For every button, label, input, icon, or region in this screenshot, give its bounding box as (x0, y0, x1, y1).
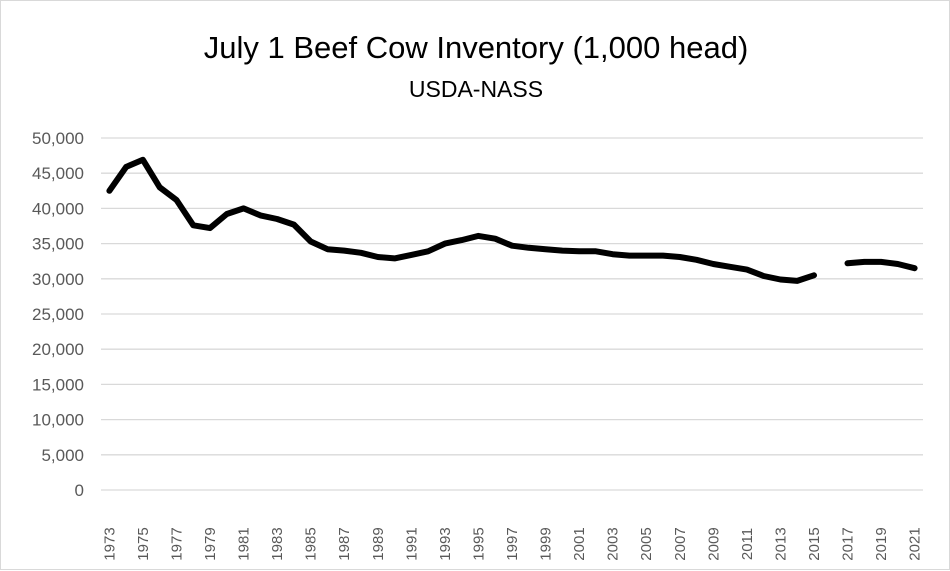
x-tick-label: 1999 (538, 527, 555, 560)
y-tick-label: 5,000 (41, 446, 84, 465)
y-tick-label: 15,000 (32, 375, 84, 394)
x-tick-label: 2007 (672, 527, 689, 560)
x-tick-label: 1973 (101, 527, 118, 560)
x-tick-label: 1977 (168, 527, 185, 560)
x-tick-label: 2017 (840, 527, 857, 560)
x-tick-label: 2011 (739, 528, 756, 560)
y-tick-label: 30,000 (32, 270, 84, 289)
y-tick-label: 50,000 (32, 129, 84, 148)
x-tick-label: 1993 (437, 527, 454, 560)
x-tick-label: 1975 (135, 527, 152, 560)
x-axis-tick-labels: 1973 1975 1977 1979 1981 1983 1985 1987 1989 1991… (101, 527, 923, 560)
gridlines (101, 138, 923, 490)
y-tick-label: 45,000 (32, 164, 84, 183)
chart-subtitle: USDA-NASS (409, 76, 543, 102)
x-tick-label: 1991 (403, 527, 420, 560)
y-tick-label: 0 (75, 481, 84, 500)
y-tick-label: 35,000 (32, 235, 84, 254)
x-tick-label: 2015 (806, 527, 823, 560)
x-tick-label: 2005 (638, 527, 655, 560)
y-tick-label: 25,000 (32, 305, 84, 324)
y-tick-label: 20,000 (32, 340, 84, 359)
series-line-segment (109, 160, 814, 281)
x-tick-label: 1989 (370, 527, 387, 560)
y-axis-tick-labels: 0 5,000 10,000 15,000 20,000 25,000 30,000 35,0… (32, 129, 84, 500)
y-tick-label: 40,000 (32, 199, 84, 218)
x-tick-label: 2001 (571, 527, 588, 560)
x-tick-label: 1985 (303, 527, 320, 560)
series-line-segment (848, 262, 915, 268)
chart-title: July 1 Beef Cow Inventory (1,000 head) (204, 30, 749, 65)
x-tick-label: 2013 (772, 527, 789, 560)
x-tick-label: 1983 (269, 527, 286, 560)
series-layer (109, 160, 914, 281)
x-tick-label: 2021 (907, 527, 924, 560)
y-tick-label: 10,000 (32, 411, 84, 430)
x-tick-label: 2009 (705, 527, 722, 560)
x-tick-label: 1979 (202, 527, 219, 560)
x-tick-label: 1981 (236, 527, 253, 560)
x-tick-label: 2019 (873, 527, 890, 560)
x-tick-label: 2003 (605, 527, 622, 560)
x-tick-label: 1987 (336, 527, 353, 560)
x-tick-label: 1997 (504, 527, 521, 560)
x-tick-label: 1995 (470, 527, 487, 560)
